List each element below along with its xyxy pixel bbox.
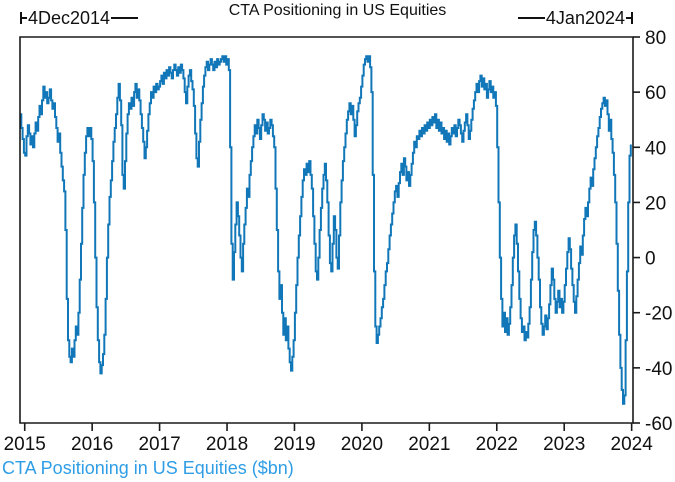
x-tick-label: 2024 xyxy=(611,434,654,455)
series-line xyxy=(20,55,632,405)
y-tick-label: 80 xyxy=(645,28,666,49)
y-tick-label: 40 xyxy=(645,138,666,159)
range-endcap-right xyxy=(631,12,633,24)
range-line-segment xyxy=(517,17,545,19)
y-tick-label: -40 xyxy=(645,359,672,380)
x-tick-label: 2022 xyxy=(476,434,518,455)
range-line-segment xyxy=(111,17,139,19)
x-tick-label: 2016 xyxy=(71,434,113,455)
range-line-segment xyxy=(22,17,27,19)
y-tick-label: 60 xyxy=(645,83,666,104)
plot-border xyxy=(19,36,634,424)
date-range-end-label: 4Jan2024 xyxy=(545,8,625,28)
y-tick-label: -20 xyxy=(645,304,672,325)
date-range-start-annotation: 4Dec2014 xyxy=(20,8,139,28)
chart-title: CTA Positioning in US Equities xyxy=(228,2,447,19)
y-tick-label: 20 xyxy=(645,193,666,214)
date-range-end-annotation: 4Jan2024 xyxy=(517,8,633,28)
chart-caption: CTA Positioning in US Equities ($bn) xyxy=(2,458,294,478)
x-tick-label: 2019 xyxy=(273,434,315,455)
range-line-segment xyxy=(626,17,631,19)
y-tick-label: -60 xyxy=(645,414,672,435)
x-tick-label: 2021 xyxy=(408,434,450,455)
range-endcap-left xyxy=(20,12,22,24)
date-range-start-label: 4Dec2014 xyxy=(28,8,111,28)
y-tick-label: 0 xyxy=(645,249,656,270)
x-tick-label: 2020 xyxy=(341,434,383,455)
x-tick-label: 2023 xyxy=(543,434,585,455)
x-tick-label: 2018 xyxy=(206,434,248,455)
x-tick-label: 2017 xyxy=(138,434,180,455)
x-tick-label: 2015 xyxy=(4,434,46,455)
